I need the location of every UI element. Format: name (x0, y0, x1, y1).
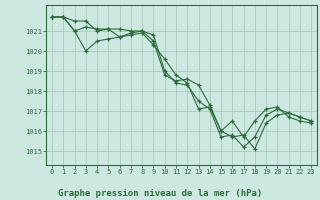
Text: Graphe pression niveau de la mer (hPa): Graphe pression niveau de la mer (hPa) (58, 189, 262, 198)
